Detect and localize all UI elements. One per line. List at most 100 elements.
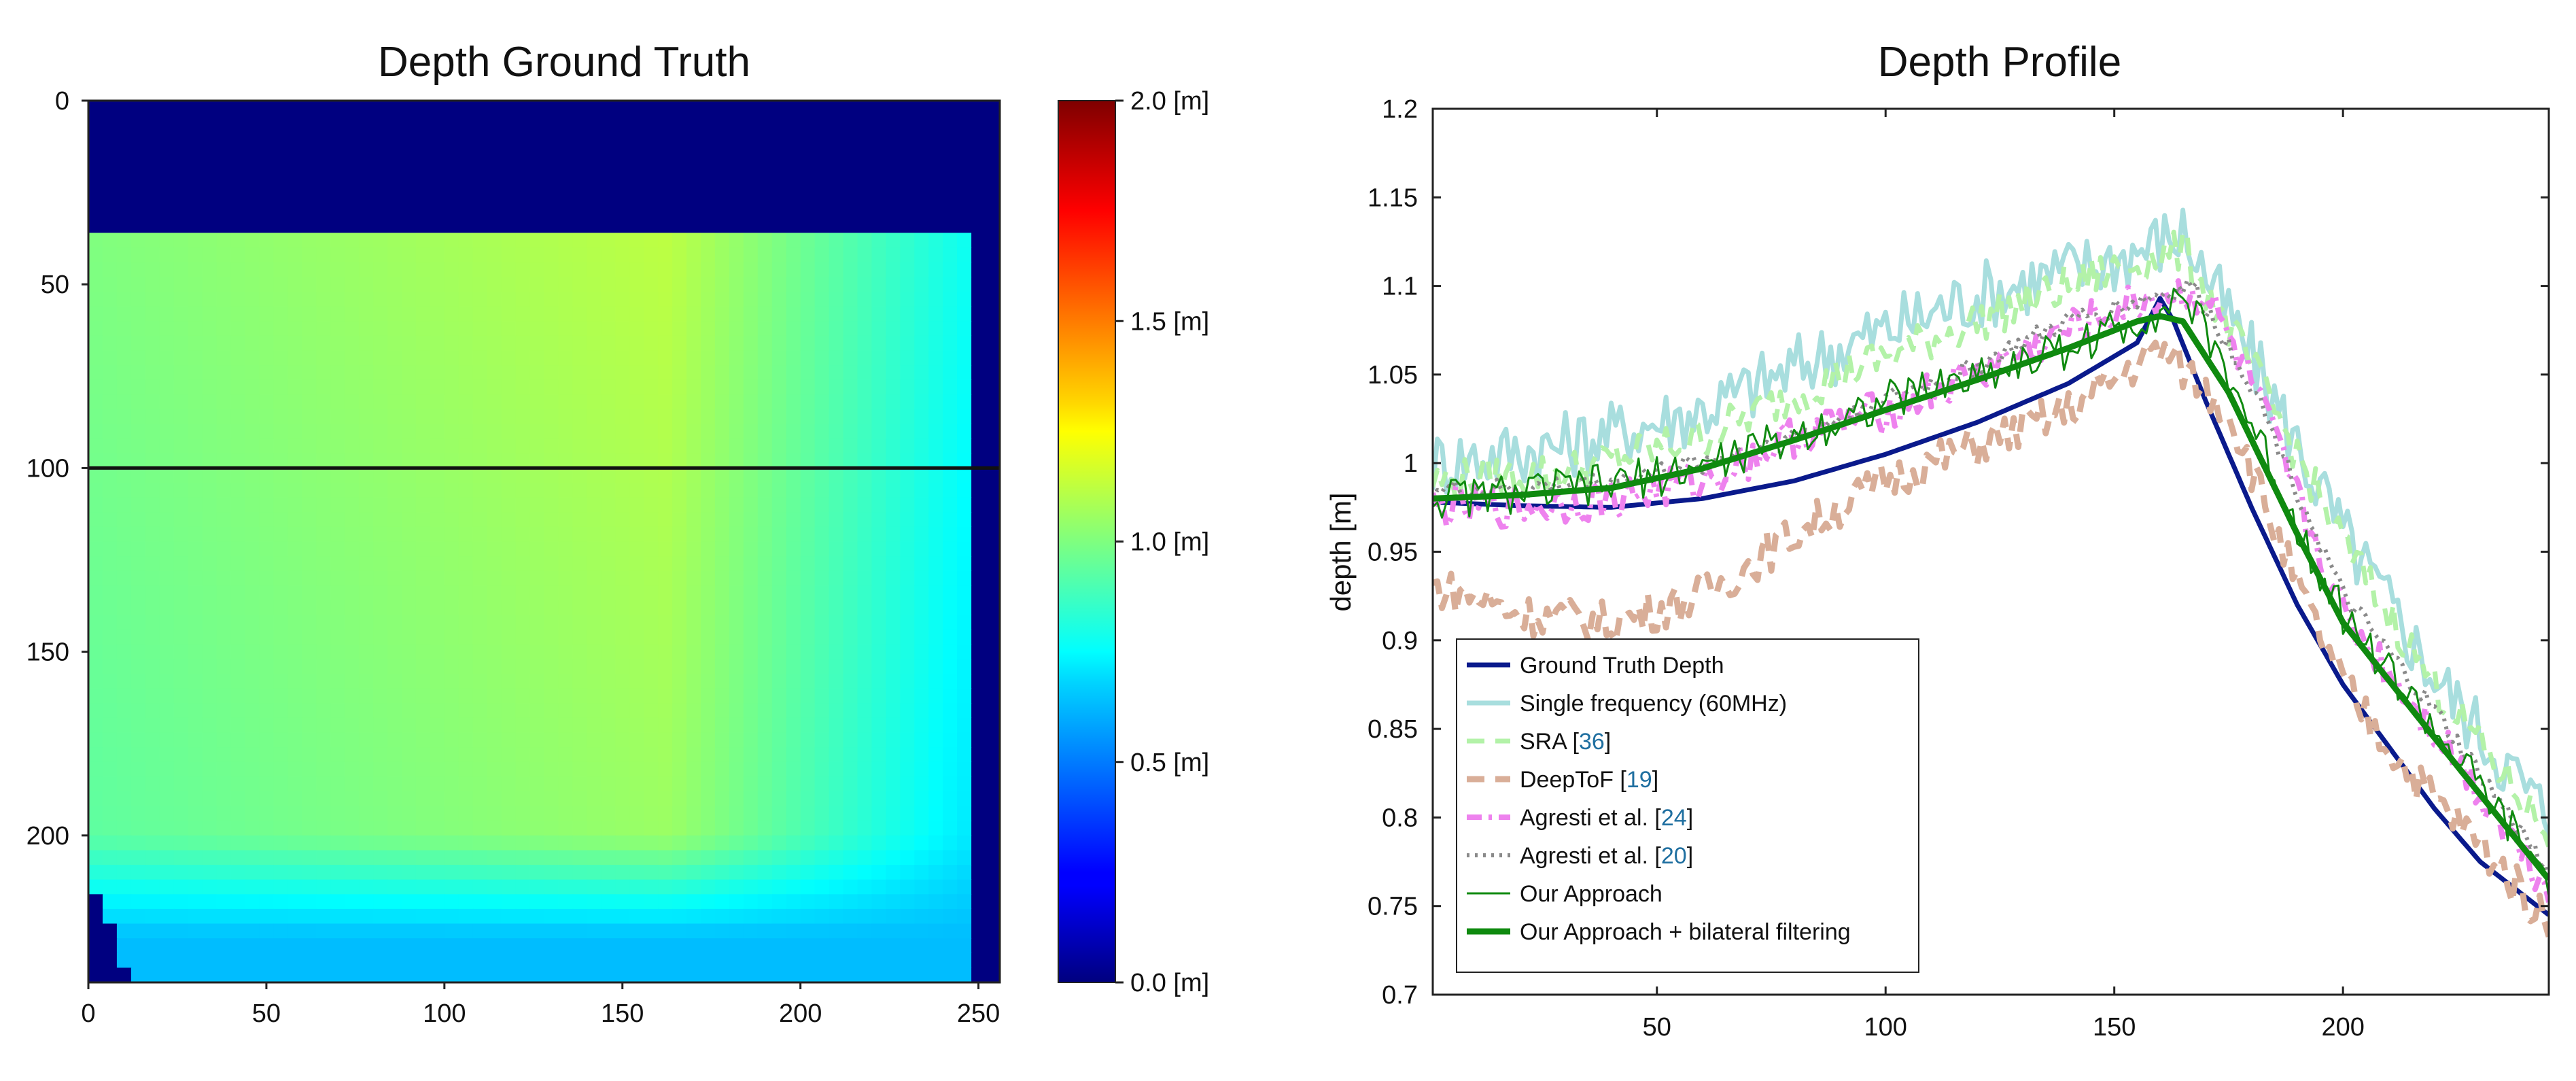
heatmap-cell [501,409,517,425]
heatmap-cell [302,365,317,381]
heatmap-cell [743,130,759,145]
heatmap-cell [943,188,958,205]
heatmap-cell [515,335,531,351]
heatmap-cell [316,585,332,601]
heatmap-cell [202,203,217,219]
heatmap-cell [743,850,759,865]
heatmap-cell [629,203,644,219]
heatmap-cell [686,218,701,234]
heatmap-cell [615,600,631,616]
heatmap-cell [302,468,317,483]
heatmap-cell [544,174,559,190]
heatmap-cell [857,159,873,175]
heatmap-cell [857,879,873,895]
heatmap-cell [743,365,759,381]
heatmap-cell [330,732,345,748]
heatmap-cell [601,394,616,410]
heatmap-cell [302,321,317,337]
heatmap-cell [957,203,972,219]
heatmap-cell [188,585,203,601]
heatmap-cell [402,630,417,645]
line-y-tick-label: 0.9 [1382,627,1418,655]
heatmap-cell [188,835,203,851]
heatmap-cell [900,615,916,630]
heatmap-cell [587,894,602,910]
heatmap-cell [273,468,289,483]
heatmap-cell [230,953,246,969]
heatmap-cell [216,541,232,557]
heatmap-cell [971,556,986,572]
heatmap-cell [103,233,118,248]
heatmap-cell [88,850,103,865]
heatmap-cell [216,703,232,719]
heatmap-cell [330,791,345,807]
heatmap-cell [672,967,687,982]
heatmap-cell [230,409,246,425]
heatmap-cell [928,159,943,175]
heatmap-cell [544,321,559,337]
heatmap-cell [771,394,787,410]
heatmap-cell [871,130,887,145]
heatmap-cell [230,938,246,954]
heatmap-cell [800,835,816,851]
heatmap-cell [259,967,275,982]
heatmap-cell [345,674,360,689]
heatmap-cell [259,894,275,910]
heatmap-cell [288,776,303,792]
heatmap-cell [729,365,744,381]
heatmap-cell [871,321,887,337]
heatmap-cell [558,703,574,719]
heatmap-cell [686,717,701,734]
heatmap-cell [544,203,559,219]
heatmap-cell [359,556,374,572]
heatmap-cell [757,923,773,939]
heatmap-cell [686,674,701,689]
heatmap-cell [957,879,972,895]
heatmap-cell [843,321,858,337]
heatmap-cell [629,967,644,982]
heatmap-cell [116,379,132,396]
heatmap-cell [601,644,616,660]
heatmap-cell [743,659,759,674]
heatmap-cell [971,262,986,278]
heatmap-cell [572,526,588,543]
heatmap-cell [88,761,103,778]
heatmap-cell [615,394,631,410]
heatmap-cell [572,424,588,439]
heatmap-x-tick-label: 200 [779,999,822,1028]
heatmap-cell [259,174,275,190]
heatmap-cell [544,967,559,982]
heatmap-cell [430,424,445,439]
heatmap-cell [487,865,502,880]
heatmap-cell [971,130,986,145]
heatmap-cell [587,791,602,807]
heatmap-cell [173,570,189,587]
heatmap-cell [130,350,146,366]
heatmap-cell [971,967,986,982]
heatmap-cell [800,188,816,205]
heatmap-cell [373,879,388,895]
heatmap-cell [515,130,531,145]
heatmap-cell [814,453,830,469]
heatmap-cell [672,159,687,175]
heatmap-cell [558,526,574,543]
heatmap-cell [986,130,1000,145]
heatmap-cell [615,379,631,396]
heatmap-cell [359,615,374,630]
heatmap-cell [288,791,303,807]
heatmap-cell [444,277,459,292]
heatmap-cell [800,247,816,263]
heatmap-cell [230,233,246,248]
heatmap-cell [188,130,203,145]
heatmap-cell [316,630,332,645]
heatmap-cell [88,585,103,601]
heatmap-cell [245,630,260,645]
heatmap-cell [359,703,374,719]
heatmap-cell [572,761,588,778]
heatmap-cell [259,850,275,865]
heatmap-cell [986,512,1000,528]
heatmap-cell [430,350,445,366]
heatmap-cell [487,526,502,543]
heatmap-cell [345,938,360,954]
heatmap-cell [116,526,132,543]
